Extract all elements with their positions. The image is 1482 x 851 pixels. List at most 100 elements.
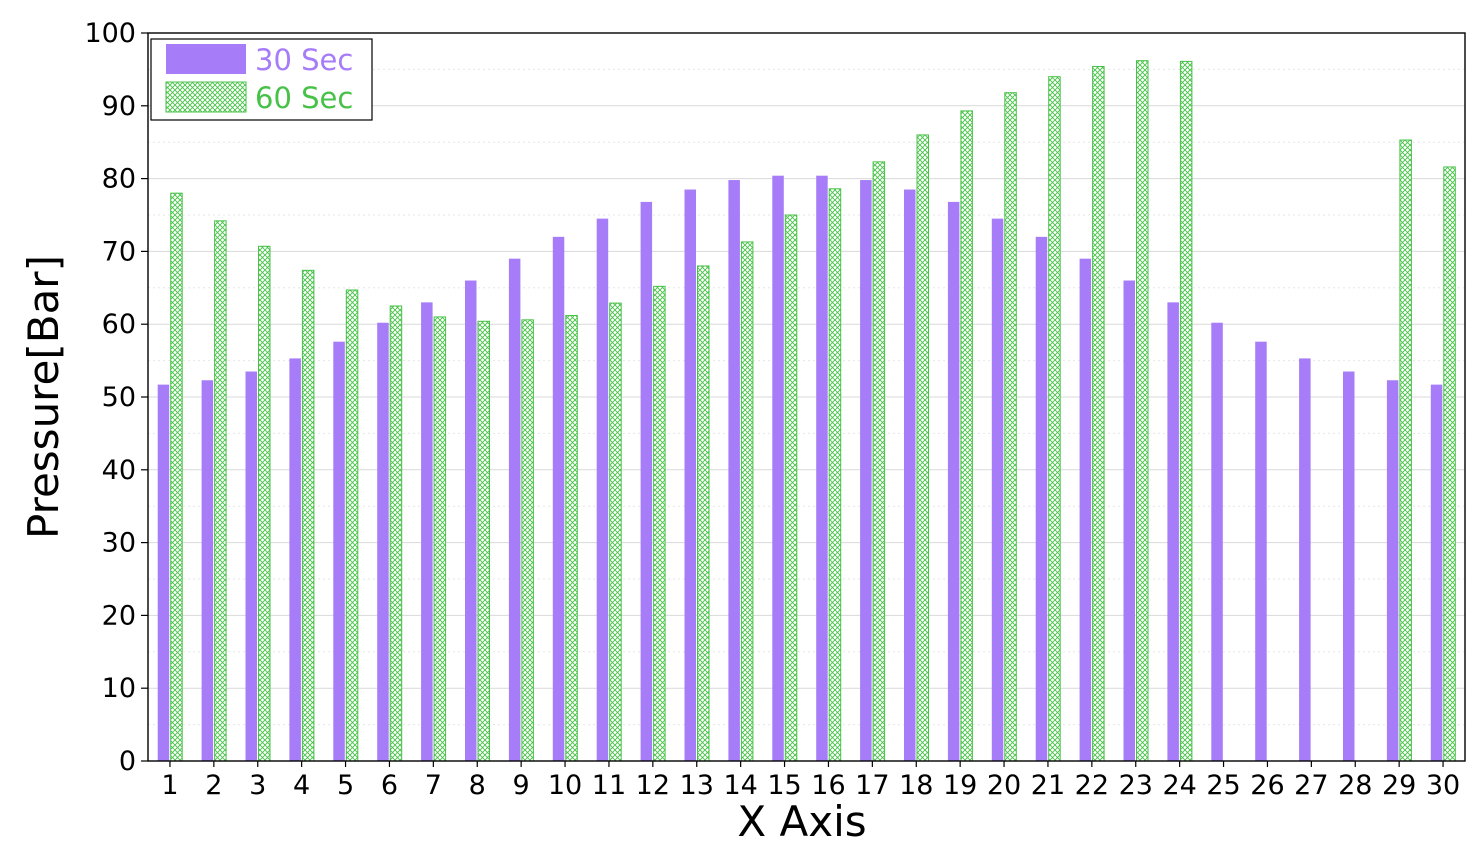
x-tick-label: 30 — [1426, 770, 1460, 801]
bar-30-sec — [596, 218, 609, 761]
x-tick-label: 1 — [161, 770, 178, 801]
x-tick-label: 19 — [943, 770, 977, 801]
x-tick-label: 14 — [723, 770, 757, 801]
bar-30-sec — [1211, 322, 1223, 761]
x-tick-label: 20 — [987, 770, 1021, 801]
x-tick-label: 5 — [337, 770, 354, 801]
y-tick-label: 40 — [102, 455, 136, 486]
x-tick-label: 4 — [293, 770, 310, 801]
bar-60-sec — [960, 110, 973, 762]
bars — [157, 60, 1456, 762]
bar-30-sec — [1386, 380, 1399, 761]
legend: 30 Sec 60 Sec — [150, 38, 373, 121]
bar-30-sec — [1430, 384, 1443, 761]
bar-30-sec — [157, 384, 170, 761]
bar-30-sec — [245, 371, 257, 761]
x-tick-label: 10 — [548, 770, 582, 801]
y-tick-label: 90 — [102, 91, 136, 122]
y-tick-label: 100 — [84, 18, 136, 49]
bar-60-sec — [740, 241, 754, 762]
y-axis-title: Pressure[Bar] — [19, 255, 68, 539]
bar-60-sec — [170, 192, 183, 762]
bar-30-sec — [1255, 341, 1267, 761]
bar-60-sec — [214, 220, 227, 762]
bar-30-sec — [465, 280, 477, 761]
x-tick-label: 8 — [469, 770, 486, 801]
bar-30-sec — [772, 175, 784, 762]
x-axis-title: X Axis — [737, 797, 866, 846]
x-tick-label: 9 — [513, 770, 530, 801]
bar-30-sec — [421, 302, 433, 761]
x-tick-label: 15 — [767, 770, 801, 801]
x-tick-label: 22 — [1075, 770, 1109, 801]
bar-60-sec — [477, 320, 490, 762]
y-tick-label: 70 — [102, 236, 136, 267]
y-axis-ticks: 0 10 20 30 40 50 60 70 80 90 100 — [84, 18, 148, 777]
x-tick-label: 24 — [1162, 770, 1196, 801]
bar-30-sec — [991, 218, 1004, 761]
bar-60-sec — [653, 285, 666, 762]
bar-30-sec — [728, 180, 740, 761]
bar-30-sec — [1167, 302, 1179, 761]
bar-30-sec — [1343, 371, 1355, 761]
bar-60-sec — [697, 265, 710, 762]
bar-30-sec — [333, 341, 345, 761]
y-tick-label: 20 — [102, 600, 136, 631]
bar-60-sec — [345, 289, 359, 762]
x-tick-label: 21 — [1031, 770, 1065, 801]
bar-30-sec — [860, 180, 872, 761]
y-tick-label: 50 — [102, 382, 136, 413]
x-tick-label: 23 — [1119, 770, 1153, 801]
bar-60-sec — [828, 188, 842, 762]
bar-30-sec — [377, 322, 389, 761]
y-tick-label: 60 — [102, 309, 136, 340]
bar-60-sec — [1048, 76, 1061, 762]
legend-swatch-30-sec — [166, 44, 246, 74]
x-tick-label: 17 — [855, 770, 889, 801]
legend-label-60-sec: 60 Sec — [255, 81, 353, 115]
bar-60-sec — [433, 316, 447, 762]
x-tick-label: 29 — [1382, 770, 1416, 801]
y-tick-label: 30 — [102, 528, 136, 559]
bar-30-sec — [1123, 280, 1135, 761]
bar-60-sec — [1179, 60, 1193, 762]
bar-60-sec — [301, 269, 315, 762]
x-tick-label: 7 — [425, 770, 442, 801]
bar-30-sec — [1299, 358, 1311, 761]
legend-label-30-sec: 30 Sec — [255, 43, 353, 77]
bar-60-sec — [1092, 65, 1105, 762]
bar-60-sec — [609, 302, 622, 762]
bar-60-sec — [1399, 139, 1412, 762]
y-tick-label: 0 — [119, 746, 136, 777]
bar-60-sec — [389, 305, 403, 762]
y-tick-label: 80 — [102, 164, 136, 195]
x-tick-label: 25 — [1206, 770, 1240, 801]
bar-30-sec — [1035, 236, 1048, 762]
bar-60-sec — [565, 314, 578, 762]
x-axis-ticks: 1 2 3 4 5 6 7 8 9 10 11 12 13 14 15 16 17 18 19 20 21 22 23 24 2… — [161, 761, 1460, 801]
bar-60-sec — [1004, 92, 1017, 762]
x-tick-label: 3 — [249, 770, 266, 801]
bar-60-sec — [1136, 60, 1149, 762]
legend-swatch-60-sec — [165, 81, 247, 113]
bar-30-sec — [508, 258, 521, 761]
y-tick-label: 10 — [102, 673, 136, 704]
bar-30-sec — [289, 358, 301, 761]
bar-60-sec — [784, 214, 798, 762]
x-tick-label: 13 — [680, 770, 714, 801]
bar-30-sec — [947, 201, 960, 761]
bar-30-sec — [1079, 258, 1092, 761]
x-tick-label: 2 — [205, 770, 222, 801]
bar-30-sec — [816, 175, 828, 762]
bar-60-sec — [521, 319, 534, 762]
bar-30-sec — [904, 189, 916, 761]
x-tick-label: 6 — [381, 770, 398, 801]
x-tick-label: 12 — [636, 770, 670, 801]
bar-60-sec — [258, 245, 271, 762]
bar-60-sec — [916, 134, 929, 762]
bar-30-sec — [552, 236, 565, 762]
x-tick-label: 18 — [899, 770, 933, 801]
bar-60-sec — [872, 161, 886, 762]
